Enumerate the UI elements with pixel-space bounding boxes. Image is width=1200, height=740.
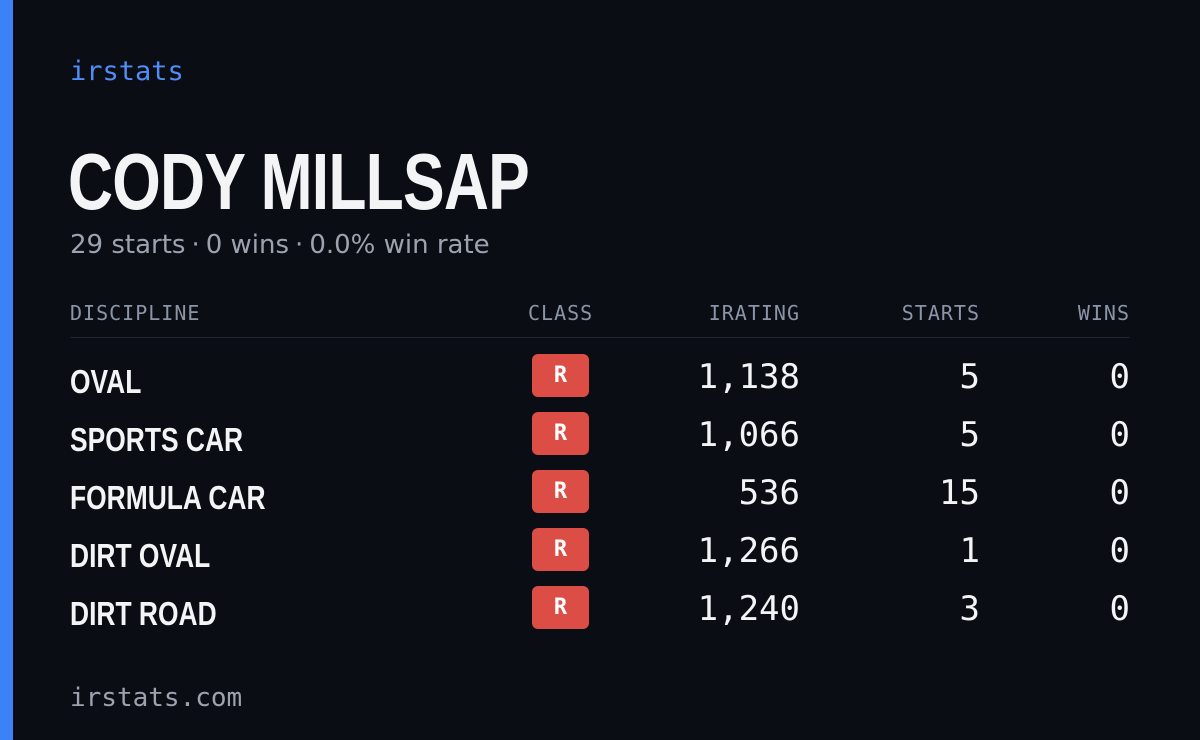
player-name: CODY MILLSAP — [68, 137, 530, 226]
starts-value: 3 — [959, 589, 980, 629]
header-starts: STARTS — [901, 301, 980, 325]
discipline-name: FORMULA CAR — [70, 479, 266, 516]
accent-bar — [0, 0, 13, 740]
discipline-name: OVAL — [70, 363, 142, 400]
table-row: DIRT OVAL R 1,266 1 0 — [0, 528, 1200, 586]
starts-value: 15 — [939, 473, 980, 513]
irating-value: 536 — [738, 473, 800, 513]
table-row: SPORTS CAR R 1,066 5 0 — [0, 412, 1200, 470]
irating-value: 1,266 — [697, 531, 800, 571]
separator: · — [295, 230, 304, 260]
wins-value: 0 — [1109, 589, 1130, 629]
win-rate-summary: 0.0% win rate — [309, 230, 490, 260]
discipline-name: DIRT OVAL — [70, 537, 211, 574]
starts-value: 1 — [959, 531, 980, 571]
separator: · — [191, 230, 200, 260]
starts-value: 5 — [959, 357, 980, 397]
class-badge: R — [532, 354, 589, 397]
irating-value: 1,138 — [697, 357, 800, 397]
wins-value: 0 — [1109, 415, 1130, 455]
wins-value: 0 — [1109, 473, 1130, 513]
header-irating: IRATING — [708, 301, 800, 325]
table-row: FORMULA CAR R 536 15 0 — [0, 470, 1200, 528]
wins-value: 0 — [1109, 531, 1130, 571]
player-summary: 29 starts · 0 wins · 0.0% win rate — [70, 227, 490, 263]
class-badge: R — [532, 586, 589, 629]
wins-summary: 0 wins — [205, 230, 290, 260]
header-divider — [70, 337, 1130, 338]
class-badge: R — [532, 470, 589, 513]
irating-value: 1,066 — [697, 415, 800, 455]
table-row: OVAL R 1,138 5 0 — [0, 354, 1200, 412]
class-badge: R — [532, 412, 589, 455]
irating-value: 1,240 — [697, 589, 800, 629]
footer-url: irstats.com — [70, 683, 243, 713]
brand-logo: irstats — [70, 56, 184, 87]
discipline-name: DIRT ROAD — [70, 595, 217, 632]
starts-summary: 29 starts — [70, 230, 186, 260]
discipline-name: SPORTS CAR — [70, 421, 244, 458]
header-class: CLASS — [528, 301, 594, 325]
header-wins: WINS — [1077, 301, 1130, 325]
starts-value: 5 — [959, 415, 980, 455]
wins-value: 0 — [1109, 357, 1130, 397]
table-row: DIRT ROAD R 1,240 3 0 — [0, 586, 1200, 644]
header-discipline: DISCIPLINE — [70, 301, 201, 325]
class-badge: R — [532, 528, 589, 571]
